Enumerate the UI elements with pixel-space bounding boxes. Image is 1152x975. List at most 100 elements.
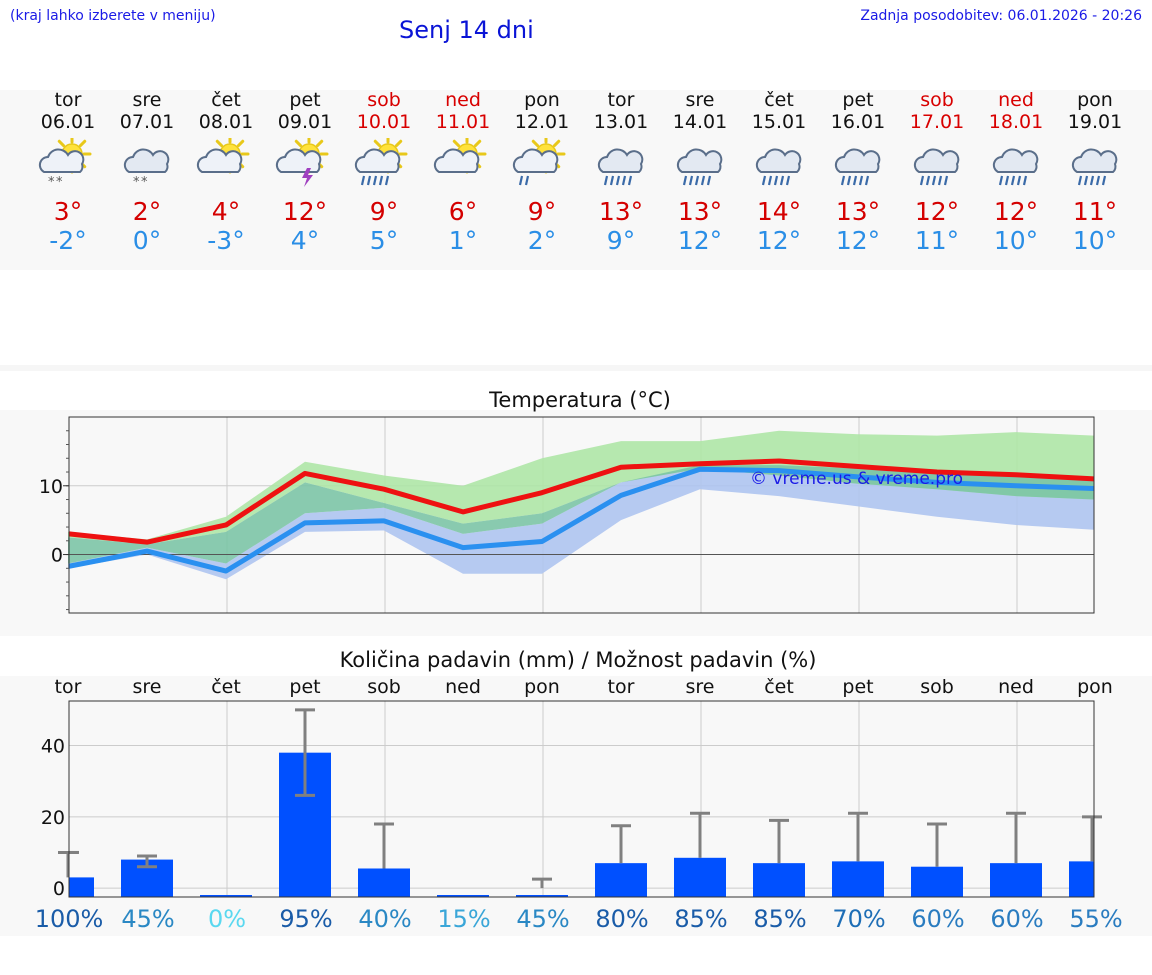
day-date: 19.01 xyxy=(1067,111,1123,133)
y-tick-label: 0 xyxy=(51,545,63,567)
svg-text:*: * xyxy=(48,175,55,190)
day-date: 15.01 xyxy=(751,111,807,133)
y-tick-label: 40 xyxy=(41,736,65,758)
daily-forecast-band xyxy=(0,90,1152,270)
cloud-rain-icon xyxy=(670,138,730,194)
sun-cloud-thunder-icon xyxy=(275,134,335,194)
precipitation-bar xyxy=(674,857,726,897)
min-temp: 12° xyxy=(677,226,723,255)
day-date: 11.01 xyxy=(435,111,491,133)
day-name: pon xyxy=(1077,89,1113,111)
sun-cloud-snow-icon: * * xyxy=(38,134,98,194)
category-label: pet xyxy=(289,676,320,698)
day-name: čet xyxy=(211,89,241,111)
probability-label: 45% xyxy=(516,905,569,933)
day-date: 18.01 xyxy=(988,111,1044,133)
precipitation-bar xyxy=(69,877,94,897)
precipitation-bar xyxy=(990,863,1042,897)
max-temp: 9° xyxy=(369,197,399,226)
min-temperature-range xyxy=(68,465,1094,580)
y-tick-label: 0 xyxy=(53,878,65,900)
day-date: 12.01 xyxy=(514,111,570,133)
min-temp: 10° xyxy=(993,226,1039,255)
day-name: pet xyxy=(289,89,321,111)
category-label: pon xyxy=(1077,676,1113,698)
day-date: 17.01 xyxy=(909,111,965,133)
cloud-rain-icon xyxy=(828,138,888,194)
min-temperature-line xyxy=(68,466,1095,574)
day-name: tor xyxy=(607,89,635,111)
day-date: 06.01 xyxy=(40,111,96,133)
category-label: čet xyxy=(211,676,241,698)
sun-cloud-icon xyxy=(433,134,493,194)
category-label: tor xyxy=(55,676,82,698)
probability-label: 85% xyxy=(674,905,727,933)
day-name: ned xyxy=(445,89,481,111)
precipitation-chart: tor sre čet pet sob ned pon tor sre čet pet sob ned p… xyxy=(35,676,1123,933)
max-temp: 14° xyxy=(756,197,802,226)
precipitation-bar xyxy=(832,861,884,897)
location-hint: (kraj lahko izberete v meniju) xyxy=(10,8,216,24)
max-temp: 3° xyxy=(53,197,83,226)
cloud-rain-icon xyxy=(1065,138,1125,194)
min-temp: 9° xyxy=(606,226,636,255)
max-temp: 13° xyxy=(677,197,723,226)
max-temp: 6° xyxy=(448,197,478,226)
cloud-rain-icon xyxy=(986,138,1046,194)
watermark: © vreme.us & vreme.pro xyxy=(750,469,963,489)
max-temperature-line xyxy=(68,458,1095,545)
precipitation-chart-title: Količina padavin (mm) / Možnost padavin … xyxy=(339,648,817,672)
day-name: sob xyxy=(920,89,954,111)
probability-label: 45% xyxy=(121,905,174,933)
category-label: sre xyxy=(133,676,162,698)
day-date: 07.01 xyxy=(119,111,175,133)
category-label: sob xyxy=(920,676,954,698)
category-label: pet xyxy=(842,676,873,698)
sun-cloud-light-rain-icon xyxy=(512,134,572,194)
plot-frame xyxy=(68,700,1095,898)
divider xyxy=(0,365,1152,371)
probability-label: 85% xyxy=(753,905,806,933)
sun-cloud-rain-icon xyxy=(354,134,414,194)
cloud-rain-icon xyxy=(591,138,651,194)
max-temp: 12° xyxy=(993,197,1039,226)
day-date: 13.01 xyxy=(593,111,649,133)
day-date: 14.01 xyxy=(672,111,728,133)
y-tick-label: 10 xyxy=(39,476,63,498)
sun-cloud-icon xyxy=(196,134,256,194)
svg-text:*: * xyxy=(56,175,63,190)
day-name: pet xyxy=(842,89,874,111)
day-name: pon xyxy=(524,89,560,111)
precipitation-bar xyxy=(358,868,410,897)
y-tick-label: 20 xyxy=(41,807,65,829)
day-date: 16.01 xyxy=(830,111,886,133)
day-name: sre xyxy=(132,89,162,111)
max-temp: 2° xyxy=(132,197,162,226)
min-temp: 1° xyxy=(448,226,478,255)
min-temp: 2° xyxy=(527,226,557,255)
min-temp: 10° xyxy=(1072,226,1118,255)
plot-area xyxy=(69,701,1094,897)
last-updated: Zadnja posodobitev: 06.01.2026 - 20:26 xyxy=(860,8,1142,24)
category-label: pon xyxy=(524,676,560,698)
day-name: tor xyxy=(54,89,82,111)
cloud-rain-icon xyxy=(749,138,809,194)
max-temp: 4° xyxy=(211,197,241,226)
category-label: sre xyxy=(686,676,715,698)
cloud-snow-icon: * * xyxy=(117,138,177,194)
day-date: 08.01 xyxy=(198,111,254,133)
category-label: ned xyxy=(445,676,481,698)
probability-label: 100% xyxy=(35,905,104,933)
max-temp: 11° xyxy=(1072,197,1118,226)
max-temp: 12° xyxy=(914,197,960,226)
min-temp: 12° xyxy=(835,226,881,255)
day-date: 10.01 xyxy=(356,111,412,133)
max-temperature-range xyxy=(68,430,1094,545)
min-temp: 4° xyxy=(290,226,320,255)
precipitation-bar xyxy=(911,866,963,897)
overlap-temperature-range xyxy=(68,465,1094,564)
probability-label: 70% xyxy=(832,905,885,933)
plot-frame xyxy=(68,416,1095,614)
max-temp: 13° xyxy=(835,197,881,226)
max-temp: 9° xyxy=(527,197,557,226)
